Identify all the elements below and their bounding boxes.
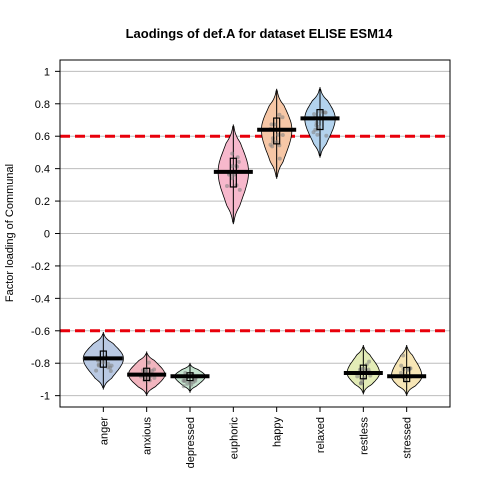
data-point xyxy=(360,379,365,384)
data-point xyxy=(355,374,360,379)
data-point xyxy=(270,144,275,149)
data-point xyxy=(237,187,242,192)
x-tick-label-restless: restless xyxy=(358,417,370,455)
data-point xyxy=(183,370,188,375)
y-axis-label: Factor loading of Communal xyxy=(4,164,16,302)
data-point xyxy=(314,123,319,128)
y-tick-label: 0 xyxy=(44,229,50,241)
data-point xyxy=(315,132,320,137)
data-point xyxy=(270,136,275,141)
x-tick-label-stressed: stressed xyxy=(402,417,414,459)
data-point xyxy=(152,375,157,380)
violin-stressed xyxy=(387,345,427,397)
data-point xyxy=(312,112,317,117)
data-point xyxy=(101,360,106,365)
y-axis-ticks: 1 0.8 0.6 0.4 0.2 0 -0.2 -0.4 -0.6 -0.8 -1 xyxy=(31,66,60,403)
data-point xyxy=(280,115,285,120)
data-point xyxy=(311,130,316,135)
data-point xyxy=(274,140,279,145)
chart-title: Laodings of def.A for dataset ELISE ESM1… xyxy=(126,26,394,41)
y-tick-label: 0.8 xyxy=(35,99,50,111)
data-point xyxy=(399,370,403,375)
data-point xyxy=(146,360,151,365)
y-tick-label: -0.2 xyxy=(31,261,50,273)
violin-euphoric xyxy=(213,124,253,225)
x-tick-label-anxious: anxious xyxy=(142,417,154,455)
data-point xyxy=(225,184,229,188)
reference-lines xyxy=(60,134,450,333)
x-tick-label-euphoric: euphoric xyxy=(228,417,240,460)
data-point xyxy=(230,176,235,181)
data-point xyxy=(366,367,371,372)
data-point xyxy=(149,369,154,373)
data-point xyxy=(399,363,404,368)
data-point xyxy=(106,365,111,370)
data-point xyxy=(94,368,99,373)
x-tick-label-happy: happy xyxy=(272,417,284,447)
data-point xyxy=(193,378,198,383)
data-point xyxy=(280,133,285,137)
y-tick-label: 0.2 xyxy=(35,196,50,208)
data-point xyxy=(401,353,406,358)
data-point xyxy=(185,381,190,386)
x-tick-label-depressed: depressed xyxy=(185,417,197,468)
grid-lines xyxy=(60,70,450,397)
violin-happy xyxy=(257,88,297,179)
y-tick-label: 1 xyxy=(44,66,50,78)
violin-depressed xyxy=(170,362,210,393)
violin-relaxed xyxy=(300,87,340,158)
data-point xyxy=(404,378,408,383)
data-point xyxy=(181,384,186,389)
data-point xyxy=(277,156,282,161)
y-tick-label: -0.4 xyxy=(31,293,50,305)
data-point xyxy=(182,379,187,383)
data-point xyxy=(236,159,241,164)
y-tick-label: -1 xyxy=(40,391,50,403)
data-point xyxy=(230,151,235,156)
data-point xyxy=(361,366,366,371)
y-tick-label: -0.6 xyxy=(31,326,50,338)
x-tick-label-relaxed: relaxed xyxy=(315,417,327,453)
data-point xyxy=(269,122,274,127)
violin-anger xyxy=(82,332,124,390)
data-point xyxy=(405,368,410,372)
data-point xyxy=(189,382,194,387)
data-point xyxy=(109,363,114,368)
data-point xyxy=(96,362,101,367)
violin-restless xyxy=(343,345,383,395)
y-tick-label: 0.6 xyxy=(35,131,50,143)
data-point xyxy=(324,133,329,138)
violin-anxious xyxy=(127,351,167,397)
data-point xyxy=(318,109,323,114)
data-point xyxy=(322,110,327,115)
data-point xyxy=(230,164,234,169)
y-tick-label: 0.4 xyxy=(35,164,50,176)
data-point xyxy=(367,359,372,364)
data-point xyxy=(277,112,282,117)
y-tick-label: -0.8 xyxy=(31,358,50,370)
violins xyxy=(82,87,427,397)
data-point xyxy=(106,361,111,366)
x-axis-ticks: anger anxious depressed euphoric happy relaxe… xyxy=(98,407,414,468)
x-tick-label-anger: anger xyxy=(98,417,110,445)
data-point xyxy=(108,369,113,373)
data-point xyxy=(140,368,145,373)
